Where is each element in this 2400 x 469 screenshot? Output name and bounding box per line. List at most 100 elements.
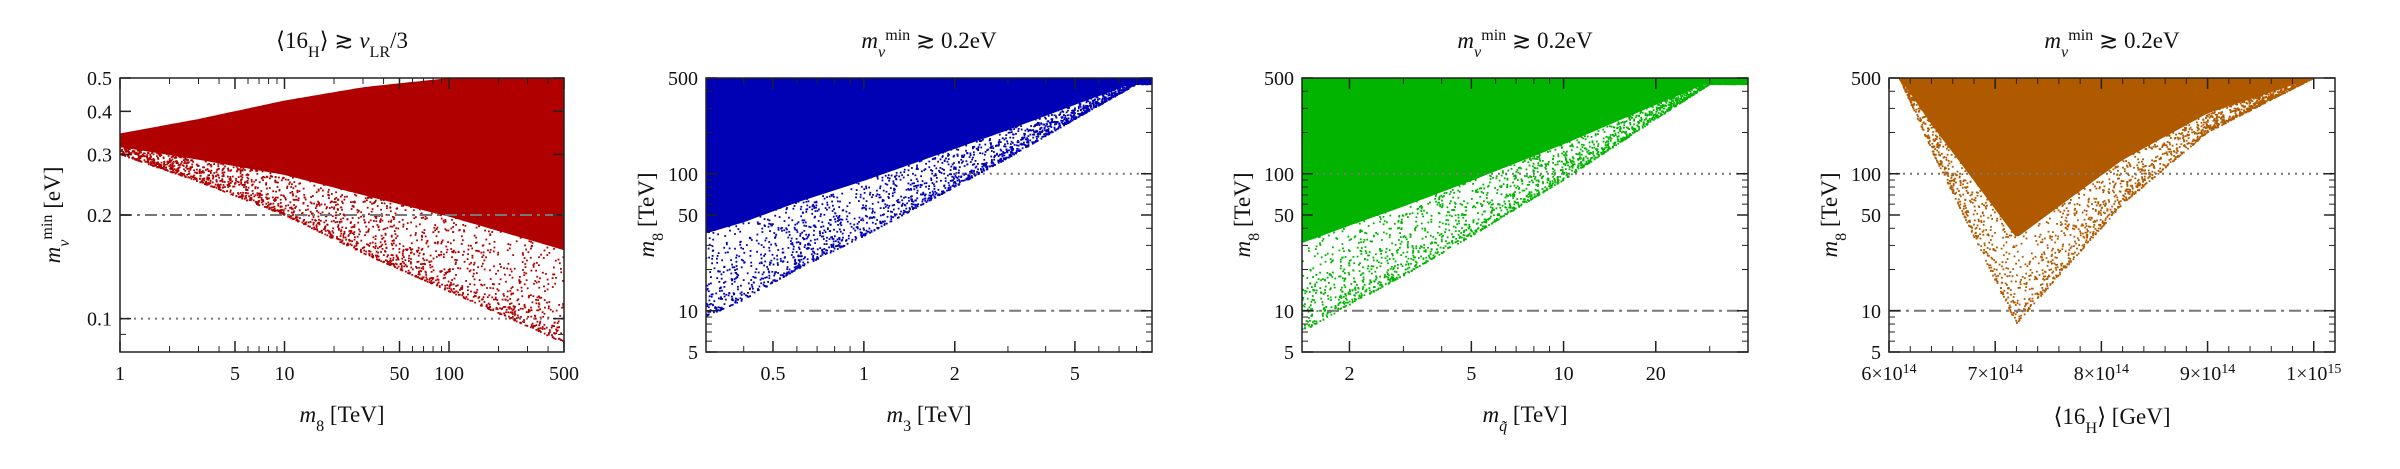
scatter-point (451, 279, 453, 281)
scatter-point (846, 180, 848, 182)
scatter-point (132, 157, 134, 159)
scatter-point (736, 261, 738, 263)
scatter-point (390, 195, 392, 197)
scatter-point (532, 323, 534, 325)
scatter-point (901, 215, 903, 217)
scatter-point (387, 188, 389, 190)
scatter-point (1066, 103, 1068, 105)
scatter-point (977, 163, 979, 165)
scatter-point (338, 224, 340, 226)
scatter-point (340, 233, 342, 235)
scatter-point (533, 234, 535, 236)
scatter-point (908, 189, 910, 191)
scatter-point (1110, 90, 1112, 92)
scatter-point (935, 175, 937, 177)
scatter-point (187, 176, 189, 178)
scatter-point (256, 202, 258, 204)
scatter-point (268, 198, 270, 200)
scatter-point (888, 193, 890, 195)
scatter-point (474, 302, 476, 304)
scatter-point (889, 150, 891, 152)
scatter-point (168, 155, 170, 157)
scatter-point (452, 226, 454, 228)
scatter-point (206, 156, 208, 158)
scatter-point (346, 196, 348, 198)
scatter-point (995, 145, 997, 147)
scatter-point (507, 300, 509, 302)
scatter-point (505, 306, 507, 308)
scatter-point (537, 297, 539, 299)
scatter-point (761, 228, 763, 230)
scatter-point (709, 208, 711, 210)
scatter-point (161, 162, 163, 164)
scatter-point (916, 159, 918, 161)
scatter-point (310, 211, 312, 213)
scatter-point (1039, 133, 1041, 135)
scatter-point (966, 152, 968, 154)
scatter-point (783, 260, 785, 262)
scatter-point (216, 157, 218, 159)
scatter-point (869, 208, 871, 210)
scatter-point (835, 221, 837, 223)
scatter-point (723, 293, 725, 295)
scatter-point (380, 209, 382, 211)
scatter-point (487, 249, 489, 251)
scatter-point (925, 194, 927, 196)
scatter-point (800, 266, 802, 268)
scatter-point (882, 200, 884, 202)
scatter-point (364, 222, 366, 224)
scatter-point (257, 162, 259, 164)
scatter-point (853, 224, 855, 226)
scatter-point (285, 155, 287, 157)
scatter-point (166, 153, 168, 155)
scatter-point (766, 276, 768, 278)
scatter-point (750, 250, 752, 252)
scatter-point (479, 300, 481, 302)
scatter-point (879, 197, 881, 199)
scatter-point (982, 139, 984, 141)
scatter-point (824, 187, 826, 189)
scatter-point (449, 291, 451, 293)
scatter-point (297, 173, 299, 175)
scatter-point (456, 177, 458, 179)
scatter-point (827, 168, 829, 170)
scatter-point (965, 173, 967, 175)
scatter-point (950, 147, 952, 149)
scatter-point (767, 191, 769, 193)
scatter-point (254, 168, 256, 170)
scatter-point (882, 158, 884, 160)
scatter-point (798, 201, 800, 203)
scatter-point (558, 338, 560, 340)
scatter-point (800, 253, 802, 255)
scatter-point (475, 295, 477, 297)
scatter-point (507, 291, 509, 293)
scatter-point (272, 197, 274, 199)
scatter-point (834, 212, 836, 214)
scatter-point (772, 197, 774, 199)
scatter-point (379, 221, 381, 223)
scatter-point (842, 160, 844, 162)
scatter-point (548, 308, 550, 310)
scatter-point (418, 255, 420, 257)
scatter-point (208, 182, 210, 184)
scatter-point (475, 237, 477, 239)
scatter-point (240, 183, 242, 185)
scatter-point (1022, 147, 1024, 149)
scatter-point (335, 221, 337, 223)
scatter-point (335, 214, 337, 216)
scatter-point (542, 328, 544, 330)
scatter-point (556, 327, 558, 329)
scatter-point (935, 167, 937, 169)
scatter-point (224, 166, 226, 168)
scatter-point (934, 139, 936, 141)
scatter-point (535, 299, 537, 301)
scatter-point (509, 290, 511, 292)
scatter-point (556, 330, 558, 332)
scatter-point (293, 211, 295, 213)
scatter-point (853, 228, 855, 230)
scatter-point (434, 224, 436, 226)
scatter-point (361, 182, 363, 184)
scatter-point (841, 193, 843, 195)
scatter-point (278, 210, 280, 212)
scatter-point (986, 149, 988, 151)
